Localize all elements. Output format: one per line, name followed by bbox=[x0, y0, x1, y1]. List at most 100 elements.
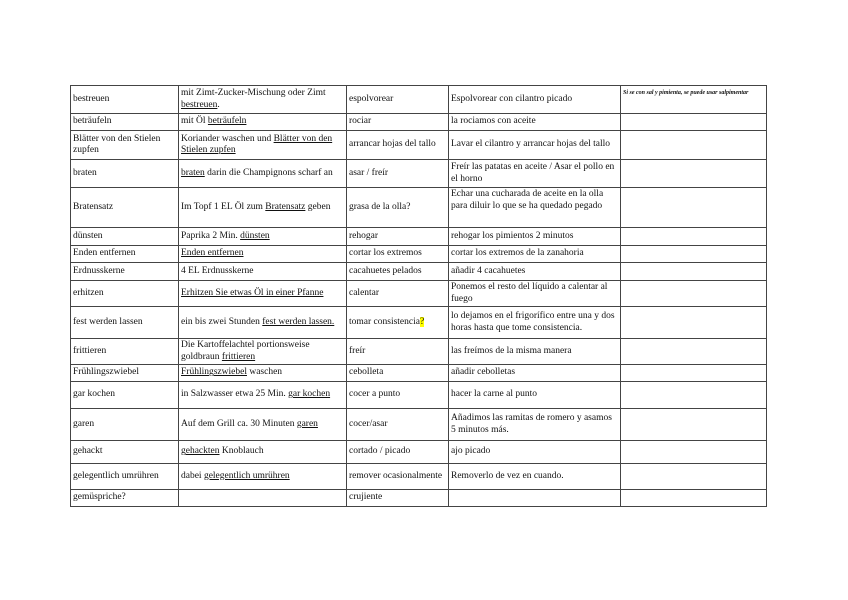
note-cell bbox=[620, 381, 767, 409]
german-example-cell: Koriander waschen und Blätter von den St… bbox=[178, 130, 347, 160]
german-term-cell: gelegentlich umrühren bbox=[70, 463, 179, 490]
german-term-cell: gemüspriche? bbox=[70, 489, 179, 507]
example-underlined-term: gehackten bbox=[181, 446, 220, 457]
spanish-example: Freír las patatas en aceite / Asar el po… bbox=[451, 162, 615, 184]
note-cell bbox=[620, 113, 767, 131]
german-term-cell: Blätter von den Stielen zupfen bbox=[70, 130, 179, 160]
german-example-cell: Im Topf 1 EL Öl zum Bratensatz geben bbox=[178, 187, 347, 228]
spanish-term: cacahuetes pelados bbox=[349, 265, 422, 276]
spanish-example-cell: Lavar el cilantro y arrancar hojas del t… bbox=[448, 130, 621, 160]
german-term: fest werden lassen bbox=[73, 316, 143, 327]
table-row: frittieren Die Kartoffelachtel portionswe… bbox=[70, 338, 767, 365]
example-text: dabei bbox=[181, 470, 204, 481]
spanish-term: calentar bbox=[349, 287, 380, 298]
spanish-term-cell: cebolleta bbox=[346, 364, 449, 382]
german-term: bestreuen bbox=[73, 93, 110, 104]
note-cell bbox=[620, 262, 767, 281]
spanish-term: arrancar hojas del tallo bbox=[349, 139, 436, 150]
spanish-term-cell: cacahuetes pelados bbox=[346, 262, 449, 281]
example-text: mit Zimt-Zucker-Mischung oder Zimt bbox=[181, 88, 326, 98]
example-text: Auf dem Grill ca. 30 Minuten bbox=[181, 418, 297, 429]
spanish-example-cell: Espolvorear con cilantro picado bbox=[448, 85, 621, 114]
vocabulary-table: bestreuen mit Zimt-Zucker-Mischung oder Z… bbox=[70, 85, 767, 507]
example-underlined-term: gelegentlich umrühren bbox=[203, 470, 290, 481]
note-cell bbox=[620, 280, 767, 307]
german-term: gar kochen bbox=[73, 389, 115, 400]
german-term: Blätter von den Stielen zupfen bbox=[73, 133, 161, 156]
spanish-example: Espolvorear con cilantro picado bbox=[451, 93, 573, 104]
german-term-cell: Bratensatz bbox=[70, 187, 179, 228]
german-term-cell: gehackt bbox=[70, 440, 179, 464]
german-term: Erdnusskerne bbox=[73, 265, 125, 276]
german-term-cell: fest werden lassen bbox=[70, 306, 179, 339]
german-example-cell: gehackten Knoblauch bbox=[178, 440, 347, 464]
example-underlined-term: frittieren bbox=[221, 351, 256, 362]
german-example-cell: Frühlingszwiebel waschen bbox=[178, 364, 347, 382]
example-text: ein bis zwei Stunden bbox=[181, 316, 263, 327]
spanish-term-cell: grasa de la olla? bbox=[346, 187, 449, 228]
spanish-example-cell: lo dejamos en el frigorífico entre una y… bbox=[448, 306, 621, 339]
german-example-cell: in Salzwasser etwa 25 Min. gar kochen bbox=[178, 381, 347, 409]
german-term-cell: Frühlingszwiebel bbox=[70, 364, 179, 382]
table-row: Frühlingszwiebel Frühlingszwiebel waschen… bbox=[70, 364, 767, 382]
spanish-term-cell: freír bbox=[346, 338, 449, 365]
spanish-term: cocer/asar bbox=[349, 418, 388, 429]
highlighted-question-mark: ? bbox=[419, 316, 425, 327]
spanish-term-cell: crujiente bbox=[346, 489, 449, 507]
example-text: Knoblauch bbox=[219, 446, 264, 457]
table-row: gehackt gehackten Knoblauch cortado / pica… bbox=[70, 440, 767, 464]
spanish-term-cell: remover ocasionalmente bbox=[346, 463, 449, 490]
note-text: Si se con sal y pimienta, se puede usar … bbox=[623, 90, 749, 96]
german-example-cell: ein bis zwei Stunden fest werden lassen. bbox=[178, 306, 347, 339]
example-underlined-term: beträufeln bbox=[207, 116, 247, 127]
german-term-cell: garen bbox=[70, 408, 179, 441]
note-cell bbox=[620, 440, 767, 464]
example-underlined-term: Bratensatz bbox=[265, 201, 306, 212]
german-term-cell: braten bbox=[70, 159, 179, 188]
spanish-term: cocer a punto bbox=[349, 389, 401, 400]
example-underlined-term: dünsten bbox=[240, 230, 270, 241]
example-underlined-term: Erhitzen Sie etwas Öl in einer Pfanne bbox=[181, 287, 324, 298]
example-underlined-term: fest werden lassen. bbox=[262, 316, 335, 327]
spanish-term: rehogar bbox=[349, 230, 379, 241]
spanish-example: añadir 4 cacahuetes bbox=[451, 265, 526, 276]
example-underlined-term: garen bbox=[296, 418, 318, 429]
spanish-term-cell: cortar los extremos bbox=[346, 245, 449, 263]
german-term: gemüspriche? bbox=[73, 492, 126, 503]
table-row: Blätter von den Stielen zupfen Koriander … bbox=[70, 130, 767, 160]
spanish-example: Echar una cucharada de aceite en la olla… bbox=[451, 189, 604, 211]
spanish-term-cell: cocer a punto bbox=[346, 381, 449, 409]
spanish-term-cell: cortado / picado bbox=[346, 440, 449, 464]
example-underlined-term: braten bbox=[181, 167, 205, 178]
table-row: gar kochen in Salzwasser etwa 25 Min. gar… bbox=[70, 381, 767, 409]
spanish-example: Ponemos el resto del líquido a calentar … bbox=[451, 282, 608, 304]
german-term: dünsten bbox=[73, 230, 103, 241]
german-term: garen bbox=[73, 418, 95, 429]
german-term-cell: gar kochen bbox=[70, 381, 179, 409]
note-cell bbox=[620, 187, 767, 228]
german-example-cell: mit Zimt-Zucker-Mischung oder Zimt bestr… bbox=[178, 85, 347, 114]
note-cell bbox=[620, 408, 767, 441]
german-term-cell: Enden entfernen bbox=[70, 245, 179, 263]
table-row: Enden entfernen Enden entfernen cortar los… bbox=[70, 245, 767, 263]
spanish-example-cell: hacer la carne al punto bbox=[448, 381, 621, 409]
german-term: Bratensatz bbox=[73, 201, 114, 212]
spanish-example-cell: cortar los extremos de la zanahoria bbox=[448, 245, 621, 263]
german-example-cell: Paprika 2 Min. dünsten bbox=[178, 227, 347, 246]
spanish-example-cell: Ponemos el resto del líquido a calentar … bbox=[448, 280, 621, 307]
spanish-example: lo dejamos en el frigorífico entre una y… bbox=[451, 311, 615, 333]
spanish-term: espolvorear bbox=[349, 93, 394, 104]
spanish-term: cebolleta bbox=[349, 367, 384, 378]
german-example-cell: Auf dem Grill ca. 30 Minuten garen bbox=[178, 408, 347, 441]
example-text: Paprika 2 Min. bbox=[181, 230, 241, 241]
table-row: erhitzen Erhitzen Sie etwas Öl in einer P… bbox=[70, 280, 767, 307]
spanish-example-cell: Añadimos las ramitas de romero y asamos … bbox=[448, 408, 621, 441]
spanish-example-cell bbox=[448, 489, 621, 507]
german-example-cell bbox=[178, 489, 347, 507]
german-term: erhitzen bbox=[73, 287, 104, 298]
table-row: bestreuen mit Zimt-Zucker-Mischung oder Z… bbox=[70, 85, 767, 114]
german-term-cell: erhitzen bbox=[70, 280, 179, 307]
table-row: braten braten darin die Champignons schar… bbox=[70, 159, 767, 188]
spanish-term-cell: arrancar hojas del tallo bbox=[346, 130, 449, 160]
spanish-term: remover ocasionalmente bbox=[349, 470, 443, 481]
